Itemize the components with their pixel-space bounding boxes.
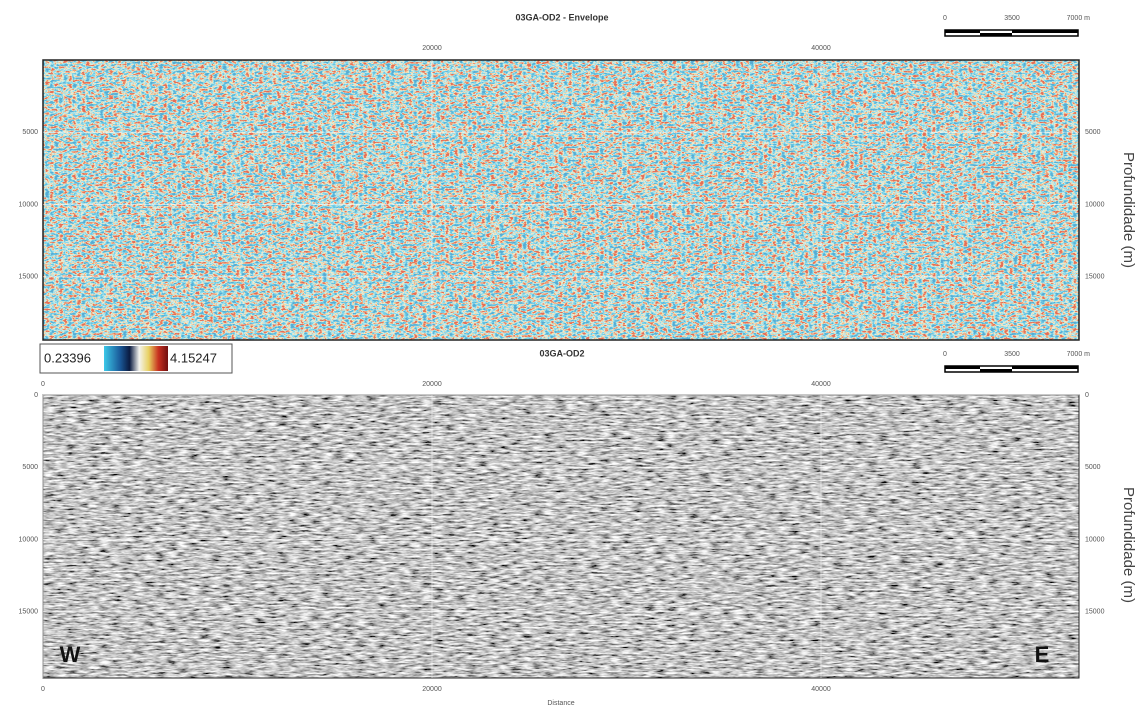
- scale-bar-label: 3500: [1004, 351, 1020, 358]
- scale-bar-label: 7000 m: [1067, 351, 1091, 358]
- colorbar-max: 4.15247: [170, 350, 217, 365]
- x-tick-label: 20000: [422, 686, 442, 693]
- panel-title: 03GA-OD2 - Envelope: [515, 12, 608, 22]
- x-tick-label: 40000: [811, 45, 831, 52]
- y-tick-label: 5000: [22, 129, 38, 136]
- y-tick-label: 15000: [19, 274, 39, 281]
- scale-bar-segment: [980, 33, 1012, 36]
- y-tick-label: 5000: [1085, 129, 1101, 136]
- x-tick-label: 40000: [811, 381, 831, 388]
- colorbar: [104, 346, 168, 371]
- scale-bar-segment: [945, 366, 980, 369]
- y-tick-label: 0: [1085, 392, 1089, 399]
- scale-bar-label: 7000 m: [1067, 15, 1091, 22]
- y-tick-label: 5000: [22, 464, 38, 471]
- amplitude-section: [43, 395, 1079, 678]
- direction-marker: E: [1035, 642, 1050, 667]
- y-tick-label: 15000: [1085, 609, 1105, 616]
- scale-bar-segment: [1012, 366, 1078, 369]
- y-tick-label: 10000: [19, 536, 39, 543]
- y-tick-label: 0: [34, 392, 38, 399]
- direction-marker: W: [60, 642, 81, 667]
- scale-bar-segment: [1012, 30, 1078, 33]
- x-axis-label: Distance: [547, 700, 574, 707]
- y-tick-label: 15000: [1085, 274, 1105, 281]
- panel-title: 03GA-OD2: [539, 348, 584, 358]
- scale-bar-label: 0: [943, 15, 947, 22]
- colorbar-min: 0.23396: [44, 350, 91, 365]
- x-tick-label: 0: [41, 381, 45, 388]
- x-tick-label: 20000: [422, 381, 442, 388]
- y-axis-label: Profundidade (m): [1120, 152, 1137, 268]
- y-axis-label: Profundidade (m): [1120, 487, 1137, 603]
- y-tick-label: 10000: [1085, 536, 1105, 543]
- scale-bar-label: 3500: [1004, 15, 1020, 22]
- envelope-section: [43, 60, 1079, 340]
- x-tick-label: 0: [41, 686, 45, 693]
- x-tick-label: 40000: [811, 686, 831, 693]
- figure: 0.23396 4.15247 03GA-OD2 - Envelope 03GA…: [0, 0, 1140, 708]
- scale-bar-label: 0: [943, 351, 947, 358]
- y-tick-label: 15000: [19, 609, 39, 616]
- y-tick-label: 5000: [1085, 464, 1101, 471]
- x-tick-label: 20000: [422, 45, 442, 52]
- scale-bar-segment: [980, 369, 1012, 372]
- y-tick-label: 10000: [19, 201, 39, 208]
- y-tick-label: 10000: [1085, 201, 1105, 208]
- scale-bar-segment: [945, 30, 980, 33]
